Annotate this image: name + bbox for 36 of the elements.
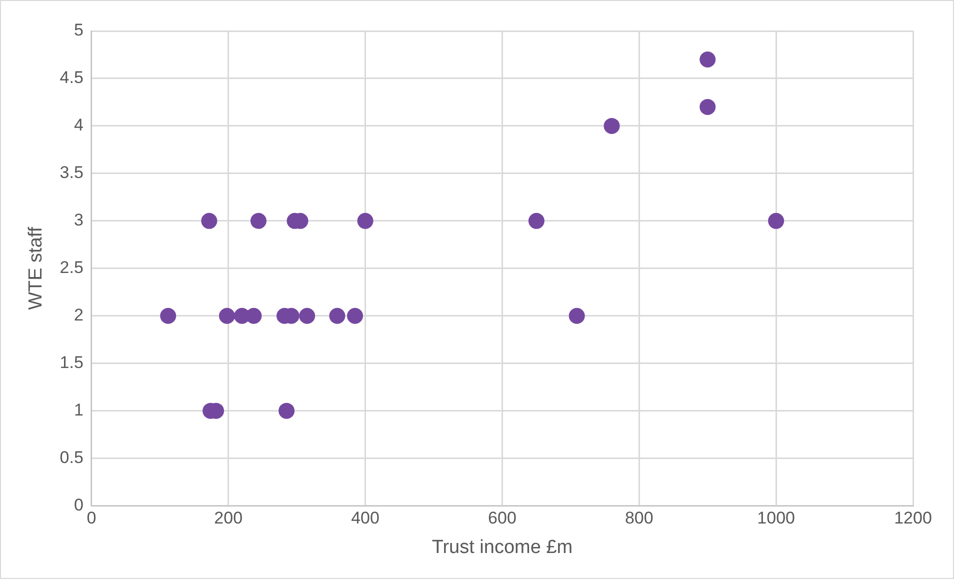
y-tick-label: 4 <box>74 116 84 135</box>
point <box>604 118 620 134</box>
point <box>278 402 295 419</box>
x-tick-label: 600 <box>488 508 516 528</box>
y-tick-label: 2.5 <box>60 258 84 278</box>
point <box>201 212 218 229</box>
point <box>528 212 544 229</box>
x-axis-title: Trust income £m <box>432 536 573 558</box>
point <box>160 308 176 324</box>
point <box>357 212 374 229</box>
point <box>347 308 364 324</box>
x-tick-label: 1200 <box>894 508 932 528</box>
point <box>218 308 235 324</box>
point <box>329 308 346 324</box>
point <box>299 308 316 324</box>
x-tick-label: 200 <box>214 508 243 528</box>
x-tick-label: 400 <box>351 508 380 528</box>
point <box>700 51 716 68</box>
point <box>250 212 266 229</box>
x-tick-label: 1000 <box>757 508 795 528</box>
x-tick-label: 800 <box>624 508 654 528</box>
point <box>568 308 585 324</box>
x-tick-label: 0 <box>86 508 96 528</box>
y-tick-label: 0 <box>74 495 84 514</box>
point <box>246 308 262 324</box>
y-tick-label: 5 <box>74 20 84 40</box>
y-tick-label: 2 <box>74 306 84 325</box>
y-tick-label: 1.5 <box>60 353 84 372</box>
y-axis-title: WTE staff <box>26 226 47 310</box>
y-tick-label: 3 <box>74 210 84 230</box>
y-tick-label: 0.5 <box>60 448 84 468</box>
y-tick-label: 4.5 <box>60 68 84 88</box>
point <box>768 212 784 229</box>
point <box>700 98 716 115</box>
y-tick-label: 3.5 <box>60 163 84 182</box>
y-tick-label: 1 <box>74 400 84 420</box>
